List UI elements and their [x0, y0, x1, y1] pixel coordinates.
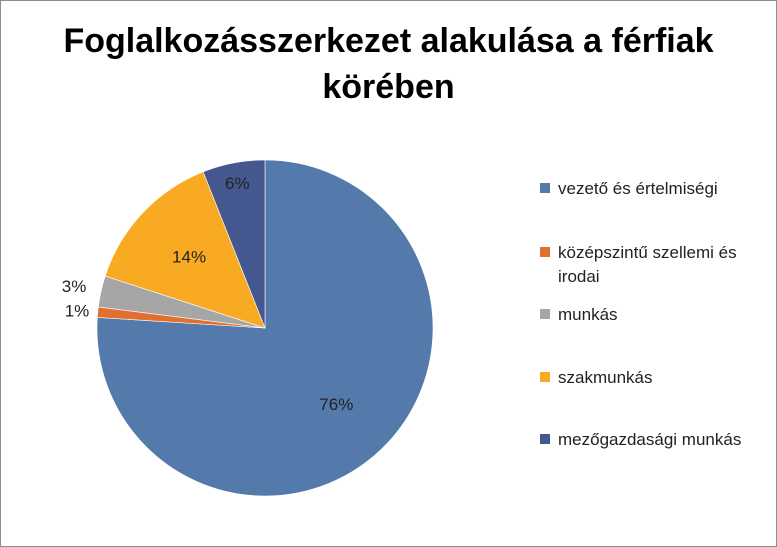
data-label-szakmunkas: 14% — [172, 248, 206, 267]
legend-label: mezőgazdasági munkás — [558, 430, 742, 449]
legend-label: középszintű szellemi és irodai — [558, 243, 737, 286]
data-label-mezogazdasagi-munkas: 6% — [225, 174, 250, 193]
legend-swatch — [540, 372, 550, 382]
pie-slice-szakmunkas — [104, 171, 266, 329]
legend-item-kozepszintu: középszintű szellemi és irodai — [540, 241, 770, 289]
data-label-munkas: 3% — [62, 277, 87, 296]
legend-swatch — [540, 247, 550, 257]
legend-item-mezogazdasagi: mezőgazdasági munkás — [540, 428, 770, 452]
legend-label: munkás — [558, 305, 618, 324]
legend-item-vezeto: vezető és értelmiségi — [540, 177, 770, 201]
legend-item-munkas: munkás — [540, 303, 770, 327]
data-label-vezeto-es-ertelmisegi: 76% — [319, 395, 353, 414]
pie-data-labels: 76% 1% 3% 14% 6% — [62, 174, 354, 414]
chart-title-line-1: Foglalkozásszerkezet alakulása a férfiak — [63, 22, 714, 60]
legend-label: vezető és értelmiségi — [558, 179, 718, 198]
pie-slices — [96, 159, 434, 497]
chart-title-line-2: körében — [322, 68, 455, 106]
legend-swatch — [540, 309, 550, 319]
legend-label: szakmunkás — [558, 368, 653, 387]
pie-slice-vezeto-es-ertelmisegi — [96, 159, 434, 497]
chart-title: Foglalkozásszerkezet alakulása a férfiak… — [0, 18, 777, 110]
data-label-kozepszintu-szellemi-es-irodai: 1% — [65, 302, 90, 321]
pie-slice-mezogazdasagi-munkas — [202, 159, 266, 329]
legend-swatch — [540, 434, 550, 444]
legend-item-szakmunkas: szakmunkás — [540, 366, 770, 390]
legend-swatch — [540, 183, 550, 193]
